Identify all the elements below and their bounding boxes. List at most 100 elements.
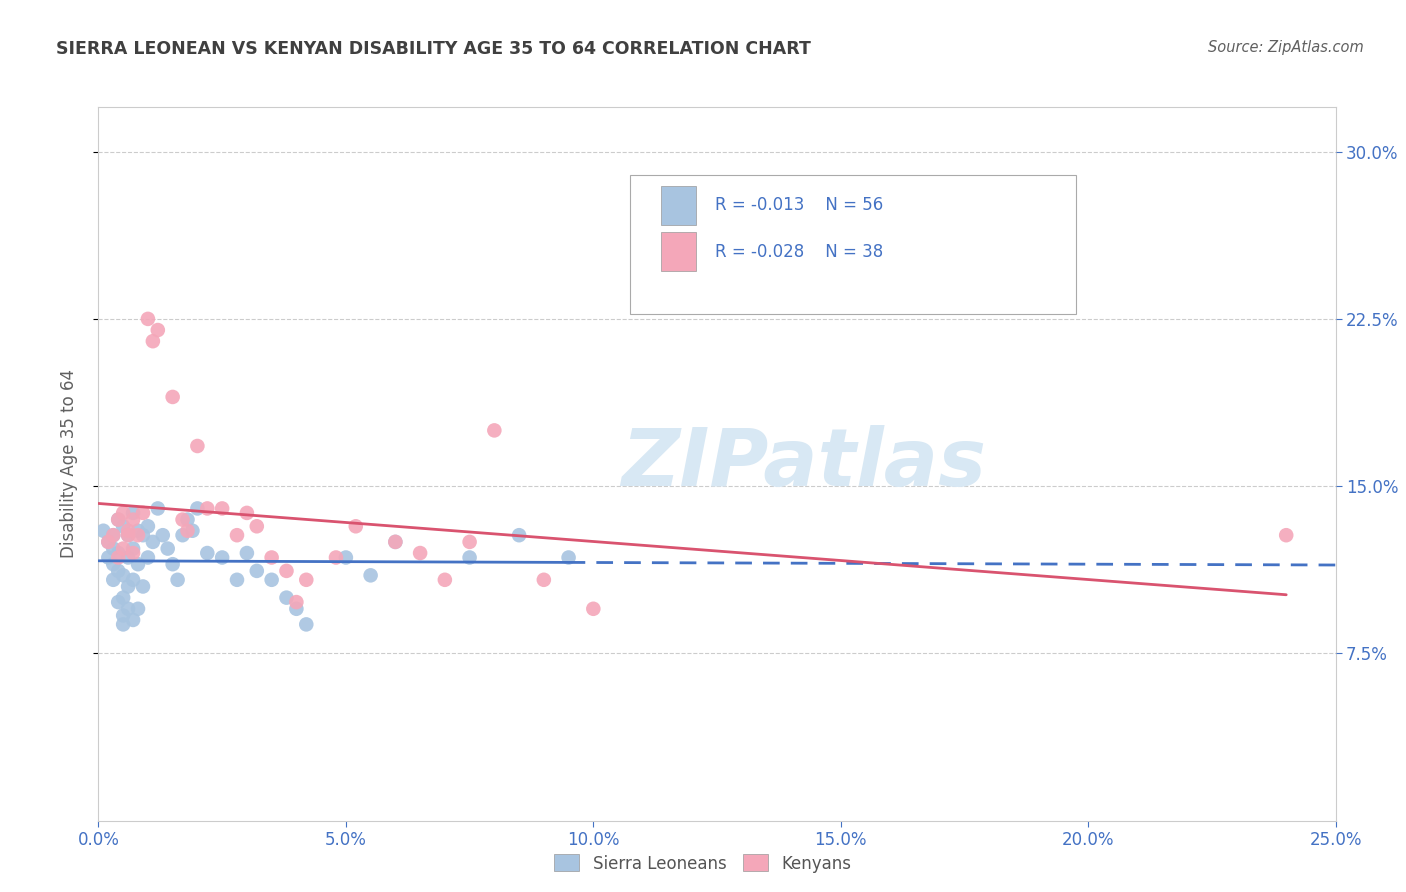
Point	[112, 591, 135, 605]
Point	[172, 512, 194, 526]
FancyBboxPatch shape	[661, 186, 696, 225]
Point	[136, 519, 159, 533]
Point	[246, 564, 269, 578]
Legend: Sierra Leoneans, Kenyans: Sierra Leoneans, Kenyans	[548, 847, 858, 880]
Point	[433, 573, 456, 587]
Point	[276, 564, 298, 578]
Text: ZIPatlas: ZIPatlas	[621, 425, 986, 503]
Point	[384, 534, 406, 549]
Point	[97, 534, 120, 549]
Point	[127, 528, 149, 542]
Point	[295, 573, 318, 587]
Point	[122, 506, 145, 520]
Point	[458, 534, 481, 549]
FancyBboxPatch shape	[630, 175, 1076, 314]
Point	[484, 424, 506, 438]
Point	[112, 568, 135, 582]
Point	[211, 501, 233, 516]
Point	[246, 519, 269, 533]
Text: SIERRA LEONEAN VS KENYAN DISABILITY AGE 35 TO 64 CORRELATION CHART: SIERRA LEONEAN VS KENYAN DISABILITY AGE …	[56, 40, 811, 58]
Point	[142, 334, 165, 349]
Text: R = -0.013    N = 56: R = -0.013 N = 56	[714, 196, 883, 214]
Point	[176, 512, 198, 526]
Point	[335, 550, 357, 565]
Point	[384, 534, 406, 549]
Point	[122, 512, 145, 526]
Point	[117, 524, 139, 538]
Point	[172, 528, 194, 542]
Point	[226, 528, 249, 542]
Point	[195, 546, 218, 560]
Point	[260, 573, 283, 587]
Point	[117, 580, 139, 594]
Point	[533, 573, 555, 587]
Point	[103, 541, 125, 556]
Text: R = -0.028    N = 38: R = -0.028 N = 38	[714, 243, 883, 260]
Point	[236, 546, 259, 560]
Point	[122, 573, 145, 587]
Point	[557, 550, 579, 565]
Point	[211, 550, 233, 565]
Point	[176, 524, 198, 538]
Point	[107, 595, 129, 609]
Point	[107, 512, 129, 526]
Text: Source: ZipAtlas.com: Source: ZipAtlas.com	[1208, 40, 1364, 55]
Y-axis label: Disability Age 35 to 64: Disability Age 35 to 64	[59, 369, 77, 558]
Point	[112, 519, 135, 533]
Point	[276, 591, 298, 605]
Point	[186, 439, 208, 453]
Point	[146, 501, 169, 516]
Point	[107, 512, 129, 526]
Point	[117, 528, 139, 542]
Point	[181, 524, 204, 538]
Point	[162, 390, 184, 404]
Point	[112, 506, 135, 520]
Point	[107, 550, 129, 565]
Point	[93, 524, 115, 538]
Point	[142, 534, 165, 549]
Point	[112, 617, 135, 632]
Point	[112, 541, 135, 556]
FancyBboxPatch shape	[661, 232, 696, 271]
Point	[136, 550, 159, 565]
Point	[117, 602, 139, 616]
Point	[103, 557, 125, 572]
Point	[186, 501, 208, 516]
Point	[226, 573, 249, 587]
Point	[582, 602, 605, 616]
Point	[325, 550, 347, 565]
Point	[285, 595, 308, 609]
Point	[117, 550, 139, 565]
Point	[285, 602, 308, 616]
Point	[360, 568, 382, 582]
Point	[166, 573, 188, 587]
Point	[122, 613, 145, 627]
Point	[1275, 528, 1298, 542]
Point	[122, 546, 145, 560]
Point	[295, 617, 318, 632]
Point	[112, 608, 135, 623]
Point	[136, 312, 159, 326]
Point	[458, 550, 481, 565]
Point	[127, 602, 149, 616]
Point	[107, 546, 129, 560]
Point	[107, 564, 129, 578]
Point	[260, 550, 283, 565]
Point	[162, 557, 184, 572]
Point	[122, 541, 145, 556]
Point	[132, 528, 155, 542]
Point	[103, 528, 125, 542]
Point	[132, 506, 155, 520]
Point	[508, 528, 530, 542]
Point	[103, 573, 125, 587]
Point	[152, 528, 174, 542]
Point	[117, 528, 139, 542]
Point	[195, 501, 218, 516]
Point	[127, 557, 149, 572]
Point	[344, 519, 367, 533]
Point	[132, 580, 155, 594]
Point	[236, 506, 259, 520]
Point	[97, 550, 120, 565]
Point	[103, 528, 125, 542]
Point	[97, 534, 120, 549]
